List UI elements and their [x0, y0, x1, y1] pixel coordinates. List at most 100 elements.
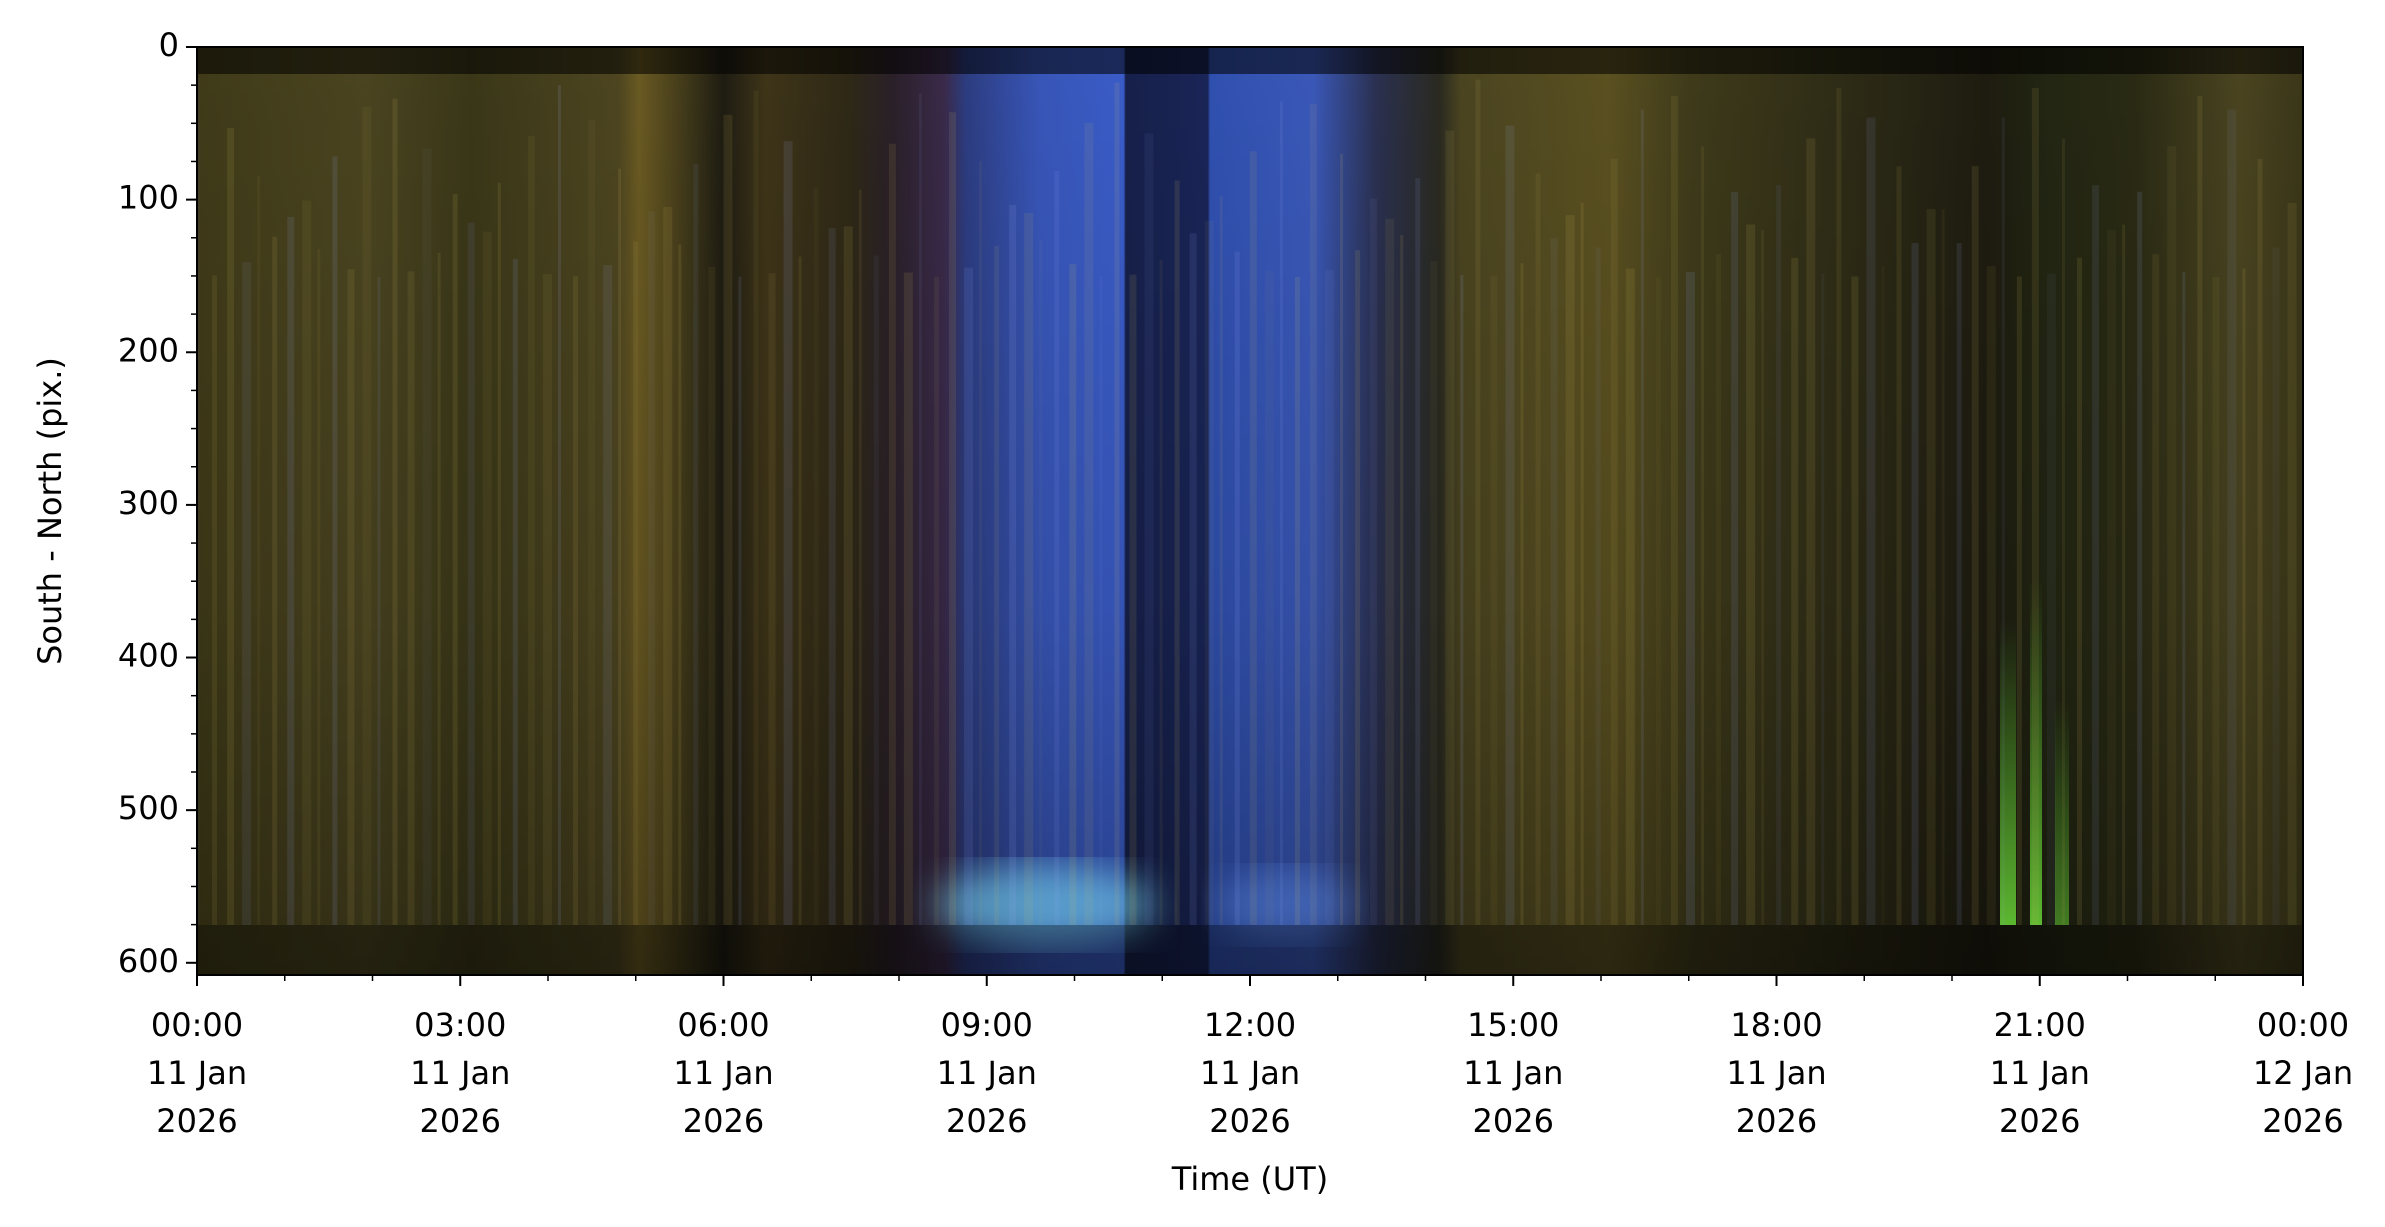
x-tick-label: 15:00 11 Jan 2026 [1463, 1006, 1564, 1140]
green-aurora [2055, 700, 2069, 925]
streak [588, 120, 596, 926]
streak [2107, 229, 2117, 926]
streak [1956, 243, 1962, 926]
streak [1971, 166, 1979, 925]
streak [813, 187, 819, 925]
streak [2182, 272, 2186, 925]
x-tick-label: 03:00 11 Jan 2026 [410, 1006, 511, 1140]
streak [1625, 268, 1635, 925]
y-tick-label: 300 [118, 484, 179, 522]
streak [828, 228, 836, 925]
streak [1294, 276, 1300, 925]
streak [2061, 138, 2065, 926]
streak [1716, 254, 1722, 925]
x-tick-label: 00:00 11 Jan 2026 [146, 1006, 248, 1140]
streak [678, 244, 682, 925]
streak [783, 141, 793, 926]
streak [452, 194, 458, 926]
streak [573, 276, 578, 926]
streak [1084, 122, 1094, 925]
x-tick-label: 18:00 11 Jan 2026 [1726, 1006, 1827, 1140]
streak [708, 266, 716, 926]
streak [2031, 87, 2039, 926]
streak [949, 112, 956, 925]
streak [497, 182, 501, 926]
streak [2001, 117, 2005, 925]
streak [272, 236, 278, 926]
streak [1204, 220, 1214, 925]
streak [1490, 275, 1498, 926]
streak [287, 216, 295, 925]
keogram-image [197, 47, 2303, 975]
streak [197, 77, 200, 925]
streak [768, 273, 776, 925]
streak [1550, 238, 1558, 925]
streak [964, 267, 974, 926]
streak [723, 114, 733, 925]
streak [648, 211, 656, 925]
streak [1731, 191, 1739, 925]
streak [1009, 204, 1017, 926]
streak [2272, 247, 2280, 926]
streak [618, 168, 622, 925]
streak [1189, 233, 1197, 926]
streak [2242, 268, 2246, 925]
streak [1114, 82, 1120, 926]
streak [1821, 273, 1825, 925]
streak [1264, 270, 1274, 925]
y-axis-label: South - North (pix.) [31, 357, 69, 665]
streak [1881, 265, 1885, 925]
streak [918, 93, 922, 926]
streak [1024, 213, 1034, 925]
x-tick-label: 12:00 11 Jan 2026 [1199, 1006, 1301, 1140]
streak [2212, 276, 2220, 926]
y-tick-label: 100 [118, 179, 179, 217]
streak [603, 265, 613, 925]
streak [858, 189, 862, 925]
y-tick-label: 500 [118, 789, 179, 827]
streak [242, 262, 252, 925]
streak [467, 222, 475, 926]
streak [2167, 146, 2177, 925]
top-strip [197, 47, 2303, 74]
x-tick-label: 09:00 11 Jan 2026 [936, 1006, 1037, 1140]
streak [362, 106, 372, 925]
streak [1129, 274, 1137, 925]
streak [1069, 264, 1077, 925]
streak [1866, 117, 1876, 925]
streak [1806, 138, 1816, 926]
streak [407, 271, 415, 925]
image-shade [197, 47, 2303, 975]
streak [979, 161, 983, 925]
streak [332, 156, 338, 925]
streak [1941, 208, 1945, 926]
streak [377, 276, 381, 925]
streak [1249, 151, 1257, 925]
streak [798, 256, 802, 925]
streak [1896, 166, 1902, 925]
streak [2257, 158, 2263, 926]
streak [1279, 101, 1283, 925]
y-tick-label: 200 [118, 331, 179, 369]
streak [1640, 109, 1644, 925]
streak [2197, 95, 2203, 925]
streak [1475, 79, 1481, 925]
streak [1746, 224, 1756, 926]
streak [557, 85, 561, 925]
streak [1505, 125, 1515, 926]
streak [1159, 260, 1163, 926]
streak [1234, 251, 1240, 925]
streak [903, 272, 913, 926]
streak [1926, 209, 1936, 925]
streak [1355, 250, 1361, 926]
streak [1415, 178, 1421, 925]
streak [1039, 239, 1043, 925]
streak [1911, 242, 1919, 925]
streak [1400, 235, 1404, 925]
x-tick-label: 21:00 11 Jan 2026 [1989, 1006, 2090, 1140]
y-tick-label: 600 [118, 942, 179, 980]
streak [1325, 269, 1334, 925]
streak [422, 148, 432, 926]
streak [1340, 153, 1344, 925]
streak [2122, 224, 2126, 925]
